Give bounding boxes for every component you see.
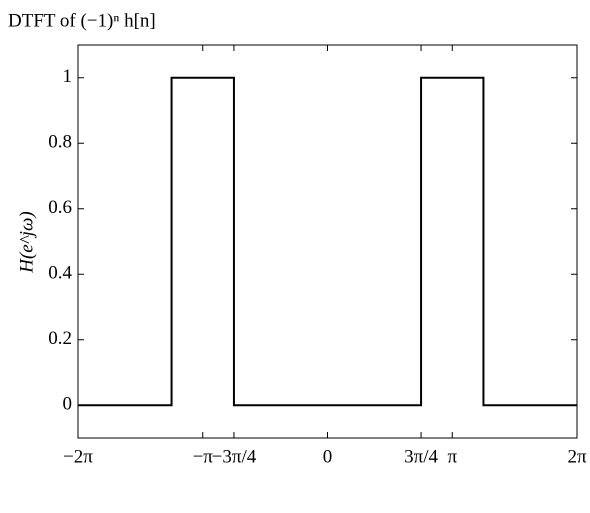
- y-tick-label: 0: [63, 394, 73, 415]
- y-axis-label: H(e^jω): [16, 211, 37, 274]
- chart-title: DTFT of (−1)ⁿ h[n]: [8, 10, 156, 31]
- x-tick-label: 3π/4: [404, 446, 438, 467]
- x-tick-label: −π: [193, 446, 214, 467]
- line-series: [78, 76, 577, 407]
- y-tick-label: 0.8: [48, 132, 72, 153]
- x-tick-label: 2π: [567, 446, 587, 467]
- y-tick-label: 0.4: [48, 263, 72, 284]
- x-tick-label: 0: [323, 446, 333, 467]
- y-tick-label: 1: [63, 66, 73, 87]
- plot-frame: [77, 44, 578, 439]
- x-tick-label: −3π/4: [212, 446, 257, 467]
- y-tick-label: 0.2: [48, 328, 72, 349]
- x-tick-label: π: [447, 446, 457, 467]
- y-tick-label: 0.6: [48, 197, 72, 218]
- x-tick-label: −2π: [63, 446, 93, 467]
